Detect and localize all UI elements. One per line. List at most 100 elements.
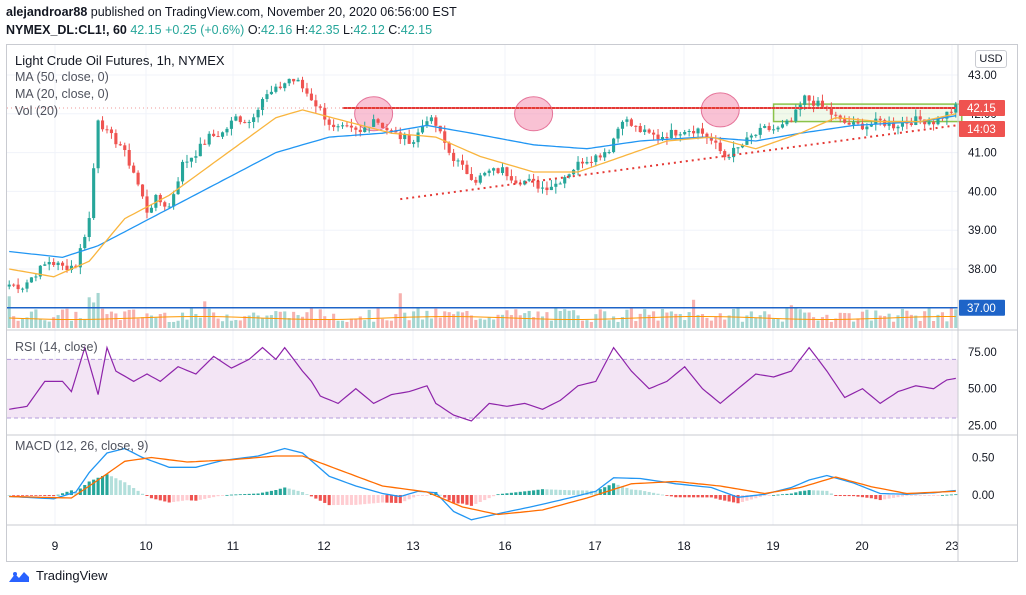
candle-body [803,95,807,105]
candle-body [225,128,229,133]
footer-brand[interactable]: TradingView [8,568,108,583]
candle-body [256,109,260,118]
candle-body [652,132,656,135]
volume-bar [43,320,47,328]
macd-histogram-bar [243,494,247,495]
candle-body [847,122,851,125]
candle-body [580,161,585,164]
macd-histogram-bar [927,495,931,496]
macd-histogram-bar [603,487,607,495]
volume-bar [163,312,167,328]
volume-bar [652,311,656,328]
legend-volume[interactable]: Vol (20) [15,104,59,118]
volume-bar [936,314,940,328]
candle-body [807,95,811,101]
volume-bar [149,315,153,328]
candle-body [420,125,425,133]
volume-bar [185,319,189,328]
candle-body [683,131,687,135]
volume-bar [705,317,709,328]
volume-bar [460,312,465,328]
time-tick-label: 10 [139,539,153,553]
ticker-line: NYMEX_DL:CL1!, 60 42.15 +0.25 (+0.6%) O:… [6,23,432,37]
macd-histogram-bar [149,495,153,499]
macd-histogram-bar [794,492,798,495]
candle-body [456,160,460,162]
volume-bar [696,314,700,328]
macd-histogram-bar [785,493,789,495]
volume-bar [154,317,158,328]
chart-title: Light Crude Oil Futures, 1h, NYMEX [15,53,225,68]
volume-bar [678,314,682,328]
candle-body [354,127,358,130]
candle-body [287,78,291,84]
high-value: 42.35 [308,23,340,37]
macd-histogram-bar [723,495,727,501]
macd-histogram-bar [772,495,776,496]
volume-bar [358,316,362,328]
candle-body [300,79,305,89]
volume-bar [820,317,825,328]
macd-histogram-bar [207,495,211,498]
volume-bar [540,316,545,328]
volume-bar [563,309,567,328]
macd-histogram-bar [358,495,362,505]
volume-bar [100,308,105,328]
macd-histogram-bar [554,489,558,495]
macd-histogram-bar [305,494,309,495]
candle-body [865,126,869,130]
macd-histogram-bar [869,495,873,499]
author-name[interactable]: alejandroar88 [6,5,88,19]
volume-bar [452,314,456,328]
candle-body [554,183,558,187]
candle-body [949,111,953,113]
candle-body [923,119,927,125]
candle-body [860,123,865,130]
macd-histogram-bar [252,493,256,495]
macd-histogram-bar [145,495,149,496]
ma20-line [9,109,956,278]
macd-histogram-bar [580,490,585,495]
macd-histogram-bar [349,495,353,505]
candle-body [594,155,598,163]
macd-histogram-bar [114,478,118,495]
volume-bar [220,321,225,328]
macd-line [9,447,956,521]
legend-ma20[interactable]: MA (20, close, 0) [15,87,109,101]
candle-body [927,121,931,125]
currency-button[interactable]: USD [975,50,1007,68]
candle-body [425,121,429,126]
chart-frame [6,44,1018,562]
macd-histogram-bar [567,490,571,495]
macd-histogram-bar [598,489,602,495]
candle-body [660,136,665,140]
candle-body [674,129,678,136]
legend-rsi[interactable]: RSI (14, close) [15,340,98,354]
highlight-circle [700,92,740,128]
candle-body [229,120,233,129]
legend-ma50[interactable]: MA (50, close, 0) [15,70,109,84]
macd-histogram-bar [834,495,838,496]
macd-histogram-bar [180,495,185,501]
volume-bar [692,299,696,328]
macd-histogram-bar [620,486,625,495]
macd-histogram-bar [287,488,291,495]
volume-bar [247,315,251,328]
rsi-tick-label: 75.00 [968,347,997,359]
candle-body [185,161,189,163]
candle-body [843,119,847,123]
macd-histogram-bar [780,494,785,496]
volume-bar [340,320,345,328]
volume-bar [785,308,789,328]
macd-histogram-bar [518,491,522,495]
candle-body [749,135,753,138]
volume-bar [127,309,131,328]
volume-bar [332,313,336,328]
volume-bar [714,316,718,328]
candle-body [483,172,487,176]
volume-bar [114,313,118,328]
legend-macd[interactable]: MACD (12, 26, close, 9) [15,439,149,453]
macd-histogram-bar [292,489,296,495]
publish-info: published on TradingView.com, November 2… [87,5,457,19]
